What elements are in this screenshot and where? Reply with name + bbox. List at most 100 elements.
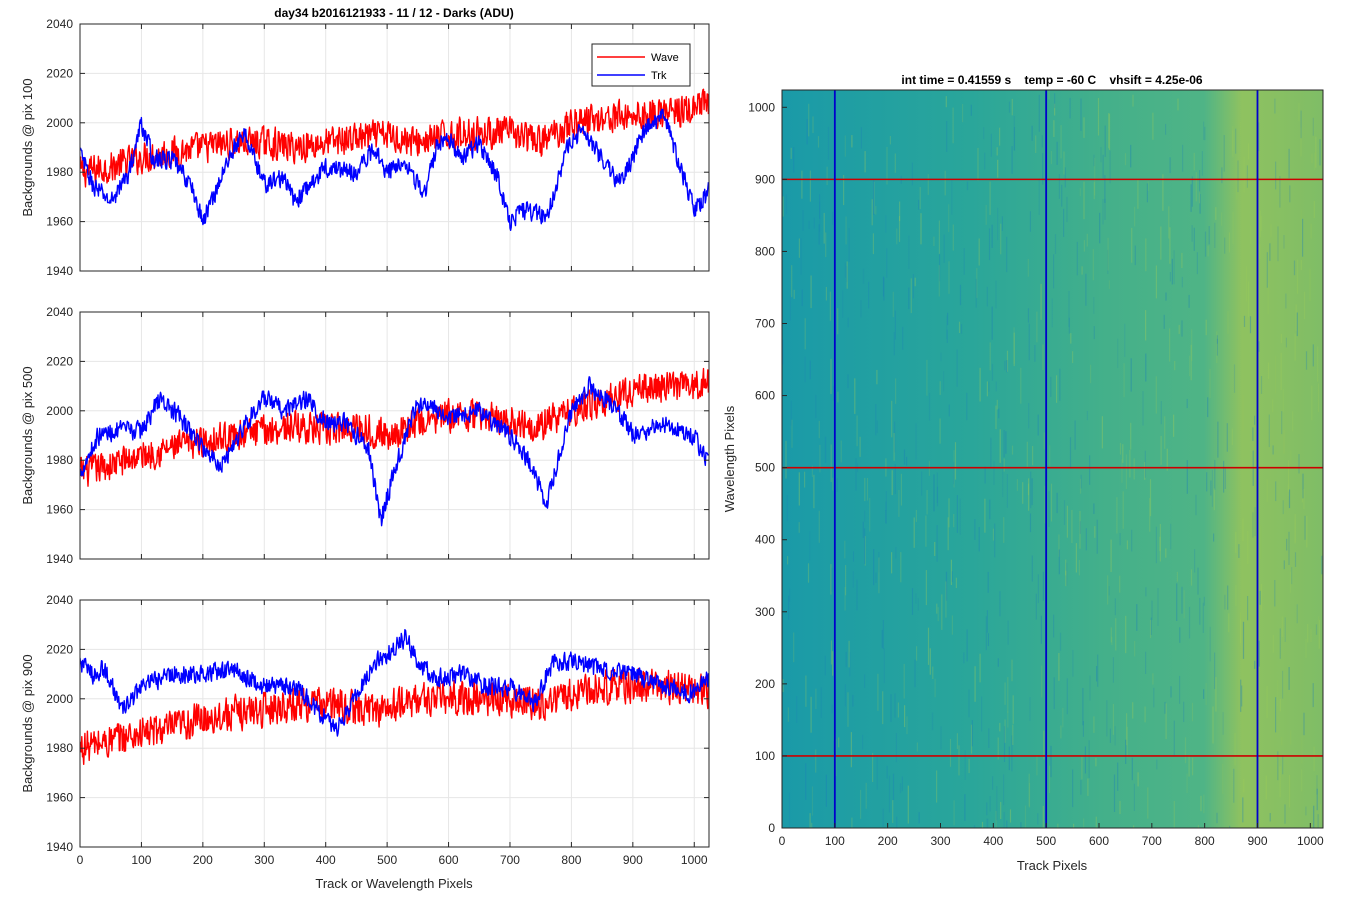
- heatmap-streak: [989, 499, 991, 520]
- heatmap-streak: [940, 352, 942, 362]
- heatmap-streak: [1216, 812, 1218, 824]
- heatmap-streak: [1166, 448, 1168, 471]
- heatmap-streak: [1028, 782, 1031, 808]
- heatmap-streak: [1311, 153, 1313, 164]
- heatmap-streak: [1122, 491, 1124, 529]
- heatmap-streak: [1089, 455, 1091, 485]
- heatmap-streak: [932, 666, 934, 679]
- heatmap-streak: [864, 528, 866, 564]
- heatmap-streak: [808, 103, 810, 137]
- heatmap-streak: [1194, 549, 1196, 573]
- heatmap-streak: [1013, 127, 1016, 151]
- heatmap-streak: [844, 135, 846, 157]
- heatmap-streak: [916, 742, 918, 752]
- heatmap-streak: [852, 694, 854, 707]
- heatmap-streak: [1160, 435, 1162, 465]
- heatmap-streak: [1289, 185, 1291, 203]
- line-panel-pix-900: 0 100 200 300 400 500 600 700 800 900 1000 1940 1960…: [20, 593, 710, 891]
- heatmap-streak: [1086, 233, 1088, 247]
- heatmap-streak: [943, 371, 945, 392]
- heatmap-streak: [830, 564, 832, 595]
- heatmap-streak: [1027, 483, 1030, 496]
- heatmap-streak: [1186, 398, 1188, 409]
- heatmap-streak: [875, 572, 877, 583]
- heatmap-streak: [1081, 756, 1083, 780]
- heatmap-streak: [1238, 544, 1240, 558]
- heatmap-x-tick-label: 400: [983, 834, 1003, 848]
- heatmap-streak: [933, 236, 935, 247]
- heatmap-streak: [990, 133, 992, 157]
- heatmap-streak: [1110, 627, 1112, 643]
- heatmap-streak: [1318, 619, 1321, 649]
- heatmap-streak: [1179, 675, 1181, 704]
- heatmap-streak: [836, 478, 838, 492]
- heatmap-streak: [846, 261, 848, 289]
- heatmap-streak: [997, 159, 999, 178]
- y-tick-label: 2040: [46, 593, 73, 607]
- heatmap-streak: [1168, 206, 1170, 239]
- heatmap-streak: [959, 498, 961, 535]
- heatmap-streak: [1212, 706, 1214, 744]
- heatmap-streak: [1294, 519, 1296, 544]
- heatmap-streak: [1012, 724, 1014, 745]
- heatmap-streak: [931, 712, 934, 731]
- x-tick-label: 900: [623, 853, 643, 867]
- heatmap-streak: [1283, 429, 1285, 454]
- heatmap-streak: [1280, 352, 1282, 390]
- heatmap-streak: [876, 756, 878, 790]
- heatmap-streak: [804, 471, 806, 488]
- heatmap-streak: [1093, 503, 1095, 514]
- heatmap-streak: [968, 689, 970, 718]
- heatmap-streak: [936, 472, 938, 503]
- heatmap-streak: [851, 817, 853, 828]
- heatmap-streak: [1213, 488, 1215, 511]
- heatmap-streak: [1031, 555, 1033, 582]
- heatmap-streak: [819, 194, 821, 219]
- heatmap-streak: [1003, 429, 1005, 458]
- panel-3-frame: [79, 599, 710, 848]
- heatmap-streak: [984, 498, 986, 533]
- heatmap-streak: [1003, 811, 1005, 828]
- heatmap-streak: [1060, 725, 1062, 739]
- heatmap-streak: [809, 531, 811, 561]
- panel-2-ticks: 1940 1960 1980 2000 2020 2040: [46, 305, 709, 566]
- heatmap-streak: [1108, 113, 1111, 150]
- heatmap-streak: [788, 792, 791, 827]
- heatmap-streak: [1079, 188, 1081, 197]
- heatmap-streak: [1065, 570, 1067, 587]
- heatmap-streak: [787, 556, 789, 565]
- heatmap-streak: [903, 663, 905, 699]
- heatmap-streak: [947, 517, 949, 551]
- heatmap-streak: [1152, 673, 1154, 685]
- heatmap-streak: [1108, 113, 1110, 149]
- heatmap-streak: [1126, 540, 1128, 550]
- heatmap-streak: [941, 594, 943, 630]
- heatmap-streak: [1173, 801, 1175, 828]
- heatmap-streak: [818, 224, 820, 245]
- heatmap-streak: [962, 104, 964, 123]
- heatmap-streak: [1038, 94, 1040, 132]
- heatmap-streak: [885, 491, 887, 524]
- heatmap-streak: [1130, 358, 1132, 392]
- heatmap-streak: [1275, 481, 1277, 502]
- heatmap-streak: [1206, 472, 1208, 492]
- heatmap-streak: [1310, 628, 1312, 643]
- heatmap-streak: [1152, 112, 1154, 140]
- heatmap-texture: [782, 90, 1323, 828]
- heatmap-streak: [1205, 319, 1207, 336]
- heatmap-streak: [1174, 361, 1176, 371]
- heatmap-streak: [906, 716, 908, 735]
- heatmap-y-tick-label: 400: [755, 533, 775, 547]
- heatmap-streak: [818, 510, 820, 543]
- heatmap-streak: [1295, 304, 1297, 331]
- heatmap-streak: [1274, 98, 1276, 114]
- heatmap-streak: [1223, 460, 1225, 493]
- heatmap-streak: [1072, 351, 1074, 363]
- heatmap-streak: [1179, 627, 1181, 643]
- heatmap-streak: [825, 774, 827, 807]
- heatmap-streak: [963, 248, 965, 275]
- heatmap-streak: [985, 205, 987, 225]
- heatmap-x-tick-label: 1000: [1297, 834, 1324, 848]
- heatmap-streak: [952, 107, 954, 144]
- y-tick-label: 2000: [46, 692, 73, 706]
